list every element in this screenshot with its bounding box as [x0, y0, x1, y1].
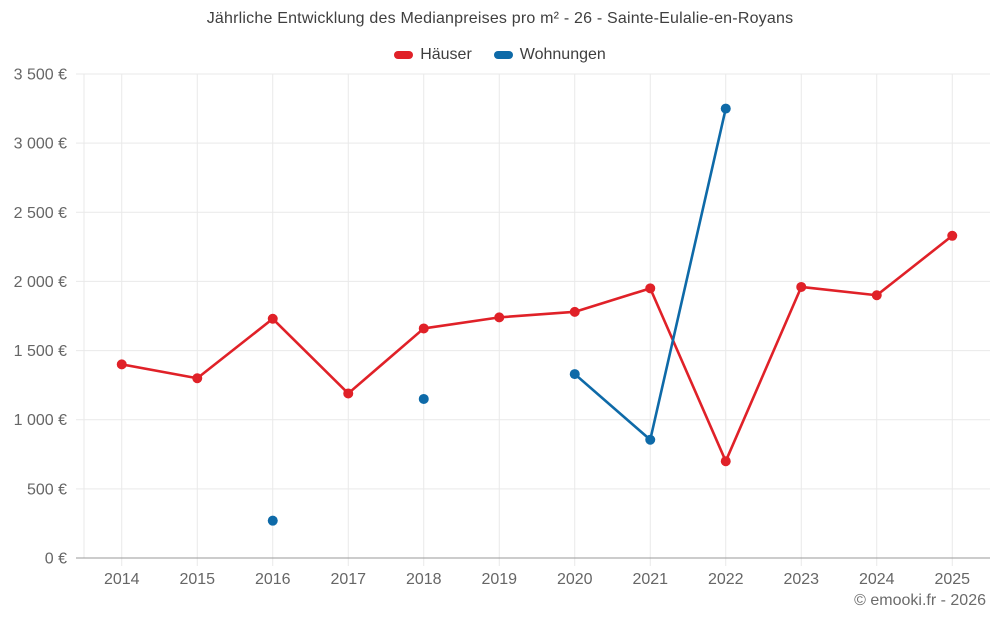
- data-point: [645, 283, 656, 294]
- data-point: [418, 393, 429, 404]
- svg-text:2017: 2017: [330, 571, 366, 588]
- svg-text:500 €: 500 €: [27, 481, 67, 498]
- svg-text:2018: 2018: [406, 571, 442, 588]
- legend-label: Häuser: [420, 46, 472, 63]
- svg-text:2020: 2020: [557, 571, 593, 588]
- svg-text:2023: 2023: [783, 571, 819, 588]
- svg-text:1 500 €: 1 500 €: [14, 343, 67, 360]
- data-point: [569, 306, 580, 317]
- svg-text:0 €: 0 €: [45, 551, 67, 568]
- svg-text:2014: 2014: [104, 571, 140, 588]
- svg-text:2 500 €: 2 500 €: [14, 205, 67, 222]
- data-point: [192, 373, 203, 384]
- data-point: [871, 290, 882, 301]
- svg-text:1 000 €: 1 000 €: [14, 412, 67, 429]
- data-point: [267, 515, 278, 526]
- legend-swatch: [493, 51, 513, 59]
- svg-text:3 500 €: 3 500 €: [14, 67, 67, 84]
- data-point: [645, 434, 656, 445]
- data-point: [494, 312, 505, 323]
- svg-text:2025: 2025: [934, 571, 970, 588]
- svg-text:2024: 2024: [859, 571, 895, 588]
- footer-credit: © emooki.fr - 2026: [854, 592, 986, 609]
- svg-text:3 000 €: 3 000 €: [14, 136, 67, 153]
- data-point: [720, 456, 731, 467]
- legend-swatch: [394, 51, 414, 59]
- svg-text:2019: 2019: [481, 571, 517, 588]
- svg-text:2 000 €: 2 000 €: [14, 274, 67, 291]
- data-point: [569, 369, 580, 380]
- data-point: [343, 388, 354, 399]
- chart-title: Jährliche Entwicklung des Medianpreises …: [206, 10, 794, 27]
- data-point: [947, 230, 958, 241]
- svg-text:2022: 2022: [708, 571, 744, 588]
- legend-item-1[interactable]: Wohnungen: [493, 46, 606, 64]
- svg-text:2016: 2016: [255, 571, 291, 588]
- data-point: [116, 359, 127, 370]
- svg-text:2021: 2021: [632, 571, 668, 588]
- data-point: [796, 281, 807, 292]
- legend: Häuser Wohnungen: [0, 46, 1000, 64]
- series-1: [267, 103, 731, 526]
- series-0: [116, 230, 958, 467]
- y-axis-labels: 0 € 500 € 1 000 € 1 500 € 2 000 € 2 500 € 3 00…: [14, 67, 67, 568]
- x-axis-labels: 2014 2015 2016 2017 2018 2019 2020 2021 2022 2023…: [104, 571, 970, 588]
- data-point: [418, 323, 429, 334]
- legend-item-0[interactable]: Häuser: [394, 46, 472, 64]
- legend-label: Wohnungen: [519, 46, 606, 63]
- svg-text:2015: 2015: [179, 571, 215, 588]
- x-gridlines: [83, 74, 953, 566]
- y-gridlines: [76, 73, 990, 490]
- data-point: [720, 103, 731, 114]
- data-point: [267, 313, 278, 324]
